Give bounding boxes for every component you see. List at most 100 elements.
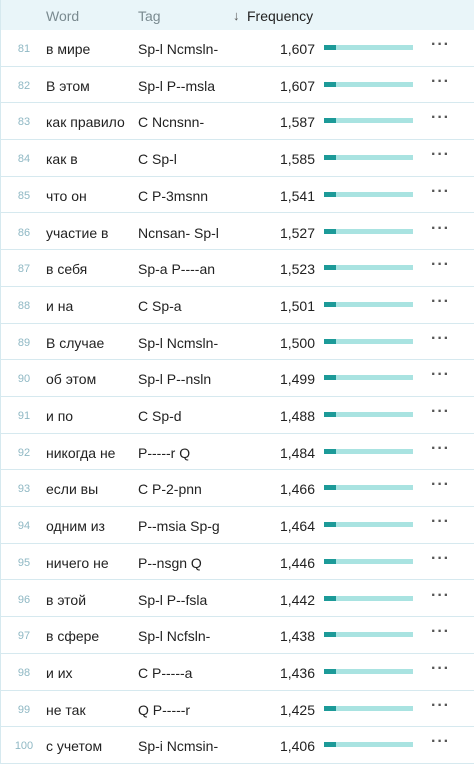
row-menu-button[interactable]: ··· [431,623,450,641]
frequency-cell: 1,442 [279,591,315,608]
word-cell[interactable]: участие в [46,224,109,241]
frequency-bar [324,742,413,748]
frequency-bar [324,265,413,271]
word-cell[interactable]: В этом [46,77,90,94]
row-menu-button[interactable]: ··· [431,696,450,714]
frequency-bar-fill [324,45,336,50]
word-cell[interactable]: что он [46,187,87,204]
word-cell[interactable]: как в [46,151,78,168]
row-rank: 81 [17,43,31,55]
word-cell[interactable]: в сфере [46,628,100,645]
word-cell[interactable]: в мире [46,41,91,57]
row-rank: 84 [17,153,31,166]
word-cell[interactable]: в этой [46,591,87,608]
row-menu-button[interactable]: ··· [431,256,450,274]
frequency-cell: 1,607 [279,41,315,57]
row-menu-button[interactable]: ··· [431,476,450,494]
table-row: 90 об этом Sp-l P--nsln 1,499 ··· [1,360,474,397]
row-menu-button[interactable]: ··· [431,146,450,164]
table-row: 95 ничего не P--nsgn Q 1,446 ··· [1,544,474,581]
row-rank: 90 [17,373,31,386]
row-menu-button[interactable]: ··· [431,549,450,567]
tag-cell: P--msia Sp-g [138,518,220,535]
row-menu-button[interactable]: ··· [431,439,450,457]
frequency-bar [324,705,413,711]
frequency-bar [324,155,413,161]
frequency-cell: 1,587 [279,114,315,131]
column-header[interactable]: Word [46,8,80,24]
frequency-cell: 1,484 [279,444,315,461]
row-menu-button[interactable]: ··· [431,403,450,420]
row-menu-button[interactable]: ··· [431,109,450,127]
word-cell[interactable]: и по [46,408,74,424]
frequency-bar [324,301,413,307]
frequency-bar-fill [324,228,336,234]
table-row: 83 как правило C Ncnsnn- 1,587 ··· [1,103,474,141]
row-menu-button[interactable]: ··· [431,219,450,237]
tag-cell: P--nsgn Q [138,554,202,571]
word-cell[interactable]: никогда не [46,444,116,461]
tag-cell: Sp-l P--fsla [138,591,208,608]
row-menu-button[interactable]: ··· [431,513,450,531]
row-rank: 93 [17,483,31,496]
tag-cell: C Sp-a [138,297,182,314]
row-rank: 85 [17,189,31,202]
column-header[interactable]: Frequency [247,8,314,24]
tag-cell: Sp-l P--msla [138,77,216,94]
row-rank: 95 [17,556,31,569]
frequency-bar-fill [324,668,336,674]
row-rank: 88 [17,299,31,312]
tag-cell: Sp-l Ncmsln- [138,41,219,57]
word-cell[interactable]: если вы [46,481,99,498]
word-cell[interactable]: одним из [46,518,105,535]
word-cell[interactable]: и их [46,664,73,681]
table-row: 89 В случае Sp-l Ncmsln- 1,500 ··· [1,324,474,361]
word-cell[interactable]: в себя [46,261,88,278]
frequency-bar [324,118,413,124]
frequency-bar [324,45,413,50]
tag-cell: C P-3msnn [138,187,209,204]
frequency-bar-fill [324,81,336,87]
row-menu-button[interactable]: ··· [431,586,450,604]
frequency-cell: 1,541 [279,187,315,204]
frequency-cell: 1,500 [279,334,315,351]
frequency-bar-fill [324,155,336,161]
frequency-cell: 1,446 [279,554,315,571]
row-rank: 100 [14,740,34,753]
tag-cell: Sp-l P--nsln [138,371,212,388]
table-row: 96 в этой Sp-l P--fsla 1,442 ··· [1,581,474,618]
row-rank: 91 [17,410,31,422]
row-menu-button[interactable]: ··· [431,182,450,200]
row-menu-button[interactable]: ··· [431,733,450,751]
frequency-bar-fill [324,705,336,711]
frequency-bar [324,228,413,234]
table-row: 99 не так Q P-----r 1,425 ··· [1,691,474,728]
frequency-bar [324,81,413,87]
frequency-cell: 1,488 [279,408,315,424]
frequency-cell: 1,464 [279,518,315,535]
table-row: 82 В этом Sp-l P--msla 1,607 ··· [1,67,474,104]
row-rank: 98 [17,666,31,679]
tag-cell: C Ncnsnn- [138,114,205,131]
row-menu-button[interactable]: ··· [431,366,450,384]
row-menu-button[interactable]: ··· [431,72,450,90]
row-menu-button[interactable]: ··· [431,329,450,347]
row-menu-button[interactable]: ··· [431,36,450,53]
word-cell[interactable]: не так [46,701,86,718]
table-row: 86 участие в Ncnsan- Sp-l 1,527 ··· [1,214,474,251]
table-header: Word Tag ↓ Frequency [1,0,474,30]
tag-cell: C Sp-d [138,408,182,424]
table-row: 94 одним из P--msia Sp-g 1,464 ··· [1,507,474,544]
word-cell[interactable]: как правило [46,114,125,131]
word-cell[interactable]: и на [46,297,74,314]
row-menu-button[interactable]: ··· [431,292,450,310]
word-cell[interactable]: ничего не [46,554,109,571]
word-cell[interactable]: об этом [46,371,97,388]
row-rank: 86 [17,226,31,239]
row-menu-button[interactable]: ··· [431,659,450,677]
word-cell[interactable]: с учетом [46,738,103,755]
word-cell[interactable]: В случае [46,334,105,351]
column-header[interactable]: Tag [138,8,161,24]
row-rank: 87 [17,263,31,276]
